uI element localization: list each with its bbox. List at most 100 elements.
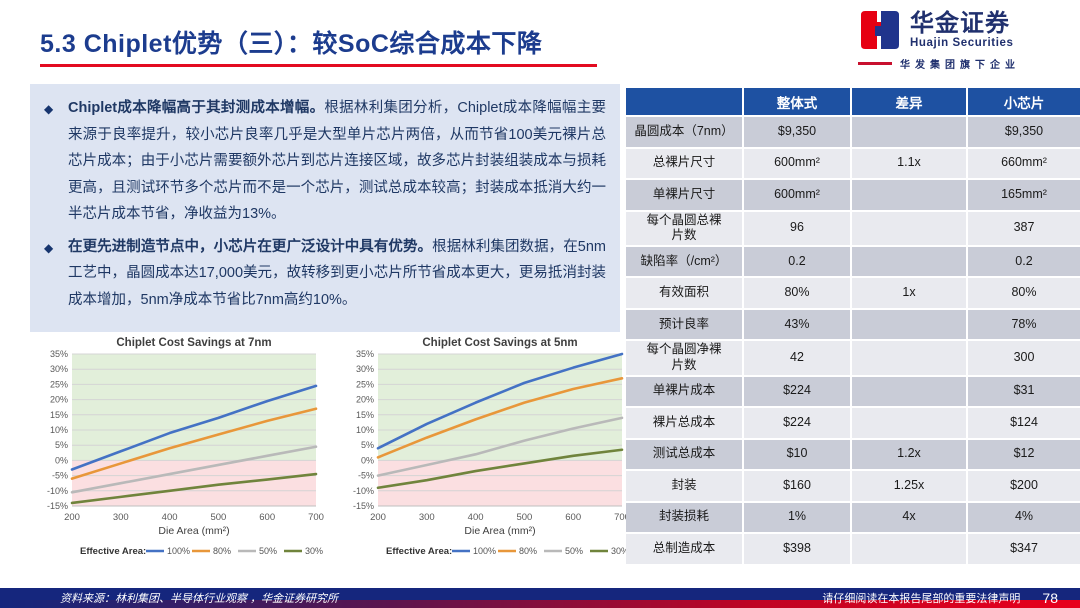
svg-text:300: 300 xyxy=(113,512,129,523)
row-value: 78% xyxy=(966,309,1080,340)
row-label: 有效面积 xyxy=(626,278,742,308)
row-value: $200 xyxy=(966,471,1080,501)
svg-text:10%: 10% xyxy=(356,425,374,435)
row-value xyxy=(850,408,966,438)
svg-text:0%: 0% xyxy=(55,455,68,465)
chart-svg: Chiplet Cost Savings at 5nm 35% 30% 25% 20% 1… xyxy=(353,337,630,557)
diamond-bullet-icon: ◆ xyxy=(44,102,54,116)
svg-text:10%: 10% xyxy=(50,425,68,435)
svg-text:400: 400 xyxy=(468,512,484,523)
svg-text:500: 500 xyxy=(516,512,532,523)
row-value: 1.25x xyxy=(850,471,966,501)
row-label: 封装损耗 xyxy=(626,502,742,532)
table-row: 预计良率 43% 78% xyxy=(626,307,1080,340)
svg-text:Effective Area:: Effective Area: xyxy=(80,546,146,557)
svg-text:25%: 25% xyxy=(50,379,68,389)
row-value xyxy=(850,341,966,375)
logo-red-line xyxy=(858,62,892,65)
title-underline xyxy=(40,64,597,67)
svg-text:Chiplet Cost Savings at 5nm: Chiplet Cost Savings at 5nm xyxy=(422,337,577,349)
row-value: 42 xyxy=(742,341,850,375)
row-value xyxy=(850,117,966,147)
svg-text:-10%: -10% xyxy=(353,486,374,496)
svg-text:700: 700 xyxy=(308,512,324,523)
svg-text:Effective Area:: Effective Area: xyxy=(386,546,452,557)
svg-text:80%: 80% xyxy=(213,546,231,556)
table-row: 每个晶圆总裸 片数 96 387 xyxy=(626,209,1080,245)
row-label: 总制造成本 xyxy=(626,534,742,564)
row-value: 80% xyxy=(742,278,850,308)
row-value: 80% xyxy=(966,278,1080,308)
svg-text:Chiplet Cost Savings at 7nm: Chiplet Cost Savings at 7nm xyxy=(116,337,271,349)
chart-svg: Chiplet Cost Savings at 7nm 35% 30% 25% 20% 1… xyxy=(47,337,324,557)
table-row: 测试总成本 $10 1.2x $12 xyxy=(626,437,1080,469)
bullet-lead: Chiplet成本降幅高于其封测成本增幅。 xyxy=(68,100,325,116)
page-title: 5.3 Chiplet优势（三）：较SoC综合成本下降 xyxy=(40,30,543,58)
svg-text:20%: 20% xyxy=(356,395,374,405)
row-value: 165mm² xyxy=(966,180,1080,210)
svg-text:30%: 30% xyxy=(305,546,323,556)
svg-text:100%: 100% xyxy=(473,546,496,556)
svg-text:30%: 30% xyxy=(356,364,374,374)
row-value xyxy=(850,246,966,277)
row-label: 每个晶圆净裸 片数 xyxy=(626,341,742,375)
svg-text:-5%: -5% xyxy=(358,471,374,481)
legal-disclaimer: 请仔细阅读在本报告尾部的重要法律声明 xyxy=(822,593,1021,605)
row-value: $9,350 xyxy=(966,117,1080,147)
row-label: 封装 xyxy=(626,471,742,501)
row-value: 1% xyxy=(742,502,850,532)
svg-text:100%: 100% xyxy=(167,546,190,556)
table-row: 总制造成本 $398 $347 xyxy=(626,532,1080,564)
column-header: 差异 xyxy=(850,88,966,115)
svg-text:0%: 0% xyxy=(361,455,374,465)
charts-row: Chiplet Cost Savings at 7nm 35% 30% 25% 20% 1… xyxy=(36,334,634,572)
row-label: 每个晶圆总裸 片数 xyxy=(626,211,742,245)
table-row: 封装损耗 1% 4x 4% xyxy=(626,500,1080,532)
source-note: 资料来源：林利集团、半导体行业观察 ，华金证券研究所 xyxy=(60,593,339,605)
cost-comparison-table: 整体式 差异 小芯片 晶圆成本（7nm） $9,350 $9,350 总裸片尺寸 600mm… xyxy=(626,88,1080,564)
table-row: 有效面积 80% 1x 80% xyxy=(626,276,1080,308)
row-value xyxy=(850,211,966,245)
svg-text:15%: 15% xyxy=(356,410,374,420)
row-value: 4% xyxy=(966,502,1080,532)
row-label: 缺陷率（/cm²） xyxy=(626,246,742,277)
svg-text:30%: 30% xyxy=(50,364,68,374)
row-value: 4x xyxy=(850,502,966,532)
table-row: 晶圆成本（7nm） $9,350 $9,350 xyxy=(626,115,1080,147)
row-label: 单裸片成本 xyxy=(626,376,742,406)
svg-text:300: 300 xyxy=(419,512,435,523)
row-value: 1x xyxy=(850,278,966,308)
huajin-logo-icon xyxy=(858,8,902,52)
chart-5nm: Chiplet Cost Savings at 5nm 35% 30% 25% 20% 1… xyxy=(342,334,634,572)
table-row: 缺陷率（/cm²） 0.2 0.2 xyxy=(626,244,1080,277)
svg-text:400: 400 xyxy=(162,512,178,523)
bullet-body: 根据林利集团分析，Chiplet成本降幅幅主要来源于良率提升，较小芯片良率几乎是… xyxy=(68,100,606,222)
row-value xyxy=(850,309,966,340)
summary-panel: ◆ Chiplet成本降幅高于其封测成本增幅。根据林利集团分析，Chiplet成… xyxy=(30,84,620,332)
row-value: 96 xyxy=(742,211,850,245)
row-value xyxy=(850,376,966,406)
row-value: $10 xyxy=(742,439,850,469)
table-row: 裸片总成本 $224 $124 xyxy=(626,406,1080,438)
row-value: $9,350 xyxy=(742,117,850,147)
svg-text:-5%: -5% xyxy=(52,471,68,481)
footer-bar: 资料来源：林利集团、半导体行业观察 ，华金证券研究所 请仔细阅读在本报告尾部的重… xyxy=(0,588,1080,608)
row-value: 387 xyxy=(966,211,1080,245)
svg-text:50%: 50% xyxy=(259,546,277,556)
bullet-body: 根据林利集团数据，在5nm工艺中，晶圆成本达17,000美元，故转移到更小芯片所… xyxy=(68,238,606,308)
logo-name-cn: 华金证券 xyxy=(910,10,1010,38)
svg-text:15%: 15% xyxy=(50,410,68,420)
svg-text:25%: 25% xyxy=(356,379,374,389)
row-value: $347 xyxy=(966,534,1080,564)
logo-name-en: Huajin Securities xyxy=(910,36,1014,49)
bullet-item: ◆ Chiplet成本降幅高于其封测成本增幅。根据林利集团分析，Chiplet成… xyxy=(42,95,606,228)
table-row: 总裸片尺寸 600mm² 1.1x 660mm² xyxy=(626,146,1080,178)
row-label: 测试总成本 xyxy=(626,439,742,469)
row-value: $160 xyxy=(742,471,850,501)
row-value: $224 xyxy=(742,408,850,438)
row-value: 660mm² xyxy=(966,148,1080,178)
svg-text:5%: 5% xyxy=(361,440,374,450)
row-label: 预计良率 xyxy=(626,309,742,340)
svg-text:80%: 80% xyxy=(519,546,537,556)
row-value xyxy=(850,534,966,564)
